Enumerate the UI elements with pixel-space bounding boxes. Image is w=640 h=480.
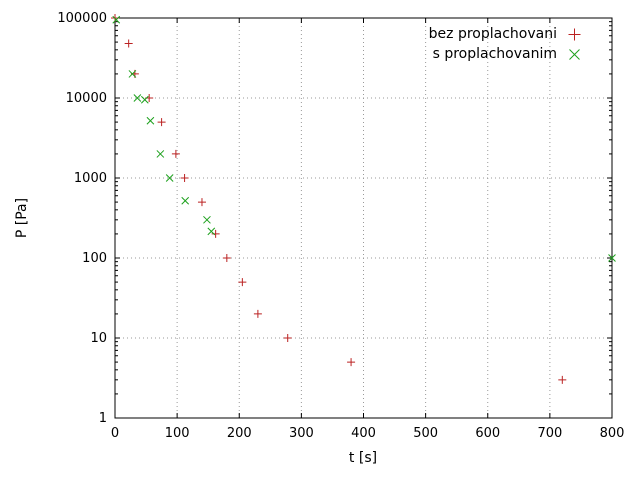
data-point — [112, 15, 121, 24]
y-tick-label: 10000 — [66, 91, 107, 106]
data-point — [253, 309, 262, 318]
legend-item-s-proplachovanim: s proplachovanim — [429, 44, 582, 64]
data-point — [124, 39, 133, 48]
x-axis-label: t [s] — [348, 450, 378, 466]
legend: bez proplachovani s proplachovanim — [429, 24, 582, 64]
data-point — [283, 334, 292, 342]
y-tick-label: 10 — [90, 331, 107, 346]
y-tick-label: 100 — [82, 251, 107, 266]
data-point — [180, 174, 189, 182]
legend-label: bez proplachovani — [428, 26, 557, 42]
data-point — [197, 198, 206, 207]
data-point — [207, 227, 216, 236]
data-point — [146, 116, 155, 125]
x-tick-label: 200 — [227, 426, 252, 441]
x-tick-label: 300 — [289, 426, 314, 441]
data-point — [238, 278, 247, 287]
x-tick-label: 800 — [600, 426, 625, 441]
data-point — [203, 215, 211, 224]
series-points-s-proplachovanim — [112, 15, 616, 262]
data-point — [157, 118, 166, 127]
y-tick-label: 1 — [99, 411, 107, 426]
data-point — [171, 149, 180, 158]
data-point — [211, 229, 220, 238]
legend-label: s proplachovanim — [432, 46, 557, 62]
x-tick-label: 500 — [413, 426, 438, 441]
data-point — [558, 375, 567, 384]
grid-lines — [115, 18, 612, 418]
tick-labels: 0 100 200 300 400 500 600 700 800 1 10 100 1000 10000… — [57, 11, 624, 441]
x-tick-label: 600 — [475, 426, 500, 441]
data-point — [156, 150, 165, 158]
data-point — [165, 174, 174, 182]
x-tick-label: 700 — [537, 426, 562, 441]
x-tick-label: 400 — [351, 426, 376, 441]
y-axis-label: P [Pa] — [14, 197, 30, 239]
data-point — [608, 254, 616, 262]
data-point — [181, 196, 190, 205]
y-tick-label: 1000 — [74, 171, 107, 186]
y-tick-label: 100000 — [57, 11, 107, 26]
data-point — [128, 70, 137, 78]
series-points-bez-proplachovani — [111, 14, 567, 384]
data-point — [133, 94, 142, 102]
cross-marker-icon — [569, 48, 580, 60]
plus-marker-icon — [568, 28, 581, 40]
data-point — [222, 254, 231, 262]
data-point — [347, 358, 356, 367]
plot-border — [114, 17, 613, 419]
x-tick-label: 100 — [165, 426, 190, 441]
data-point — [140, 95, 149, 104]
x-tick-label: 0 — [111, 426, 119, 441]
legend-item-bez-proplachovani: bez proplachovani — [429, 24, 582, 44]
